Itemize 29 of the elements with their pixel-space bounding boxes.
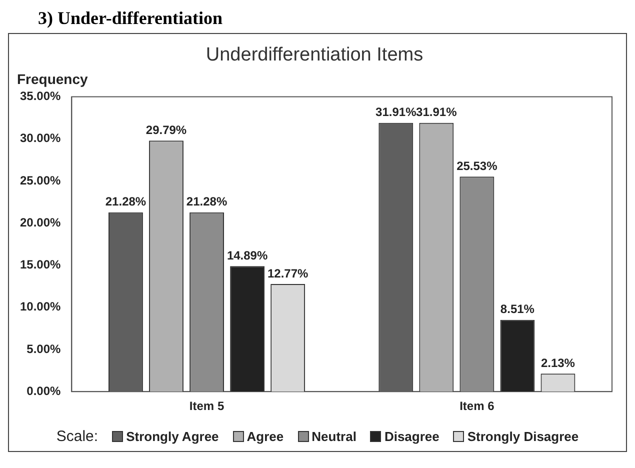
y-axis-title: Frequency xyxy=(17,71,88,87)
y-tick-label: 25.00% xyxy=(20,173,62,188)
y-tick-label: 30.00% xyxy=(20,131,62,146)
text: 3) Under-differentiation xyxy=(37,8,224,30)
chart-title: Underdifferentiation Items xyxy=(206,44,424,66)
legend-title: Scale: xyxy=(56,428,98,445)
data-label: 21.28% xyxy=(186,194,228,209)
legend-label: Strongly Agree xyxy=(126,429,219,444)
y-tick-label: 10.00% xyxy=(20,300,62,314)
legend-label: Strongly Disagree xyxy=(467,429,579,444)
x-tick-label: Item 6 xyxy=(460,399,495,414)
x-tick-label: Item 5 xyxy=(189,399,224,414)
data-label: 21.28% xyxy=(105,194,146,209)
data-label: 2.13% xyxy=(540,356,576,370)
data-label: 29.79% xyxy=(146,122,187,137)
data-label: 12.77% xyxy=(267,266,308,280)
data-label: 25.53% xyxy=(456,158,498,173)
data-label: 31.91% xyxy=(416,105,458,120)
legend-label: Disagree xyxy=(384,429,440,444)
data-label: 31.91% xyxy=(376,105,417,120)
y-tick-label: 20.00% xyxy=(20,215,62,230)
data-label: 8.51% xyxy=(500,302,535,316)
y-tick-label: 0.00% xyxy=(26,384,62,398)
y-tick-label: 15.00% xyxy=(20,258,62,272)
y-tick-label: 35.00% xyxy=(20,89,62,104)
data-label: 14.89% xyxy=(226,248,268,262)
legend-label: Neutral xyxy=(312,429,356,444)
legend-label: Agree xyxy=(246,429,284,444)
y-tick-label: 5.00% xyxy=(26,342,62,356)
